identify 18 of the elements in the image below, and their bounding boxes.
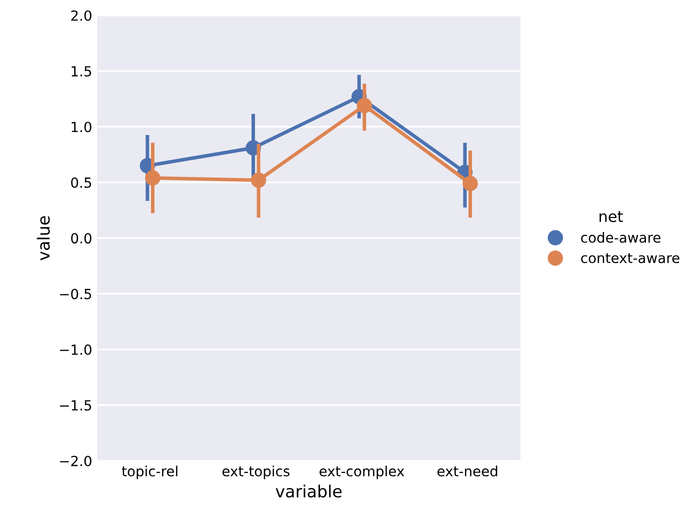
x-tick-label: ext-topics — [222, 466, 290, 480]
legend-label: context-aware — [581, 253, 680, 264]
y-tick-label: −0.5 — [60, 288, 92, 300]
y-tick-label: 1.0 — [72, 122, 92, 132]
legend-label: code-aware — [581, 232, 660, 243]
y-tick-label: 0.0 — [71, 233, 92, 244]
x-tick-label: topic-rel — [122, 466, 178, 480]
x-tick-label: ext-complex — [320, 466, 404, 480]
y-axis-title: value — [36, 216, 50, 260]
legend-title: net — [600, 211, 623, 222]
y-tick-label: −1.0 — [60, 344, 92, 355]
x-tick-label: ext-need — [438, 466, 498, 476]
y-tick-label: 1.5 — [72, 66, 92, 77]
y-tick-label: 2.0 — [71, 10, 92, 21]
y-tick-label: 0.5 — [71, 177, 92, 188]
y-tick-label: −1.5 — [60, 400, 92, 411]
y-tick-label: −2.0 — [60, 456, 92, 466]
x-axis-title: variable — [276, 484, 342, 498]
